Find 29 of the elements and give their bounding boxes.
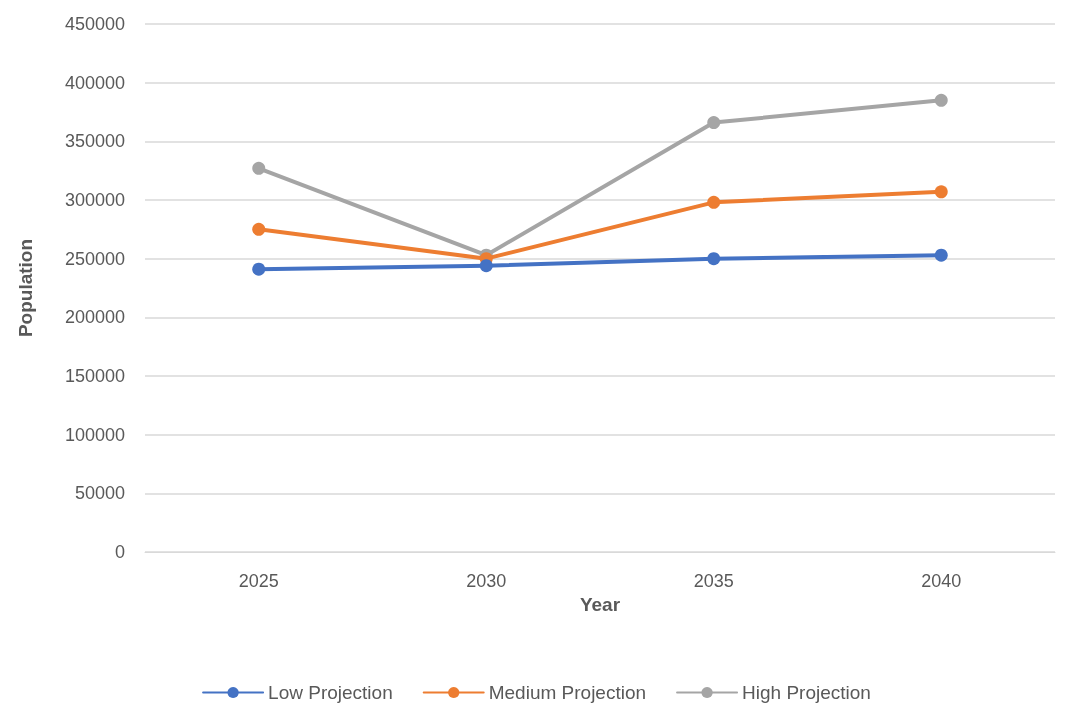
point	[252, 161, 266, 175]
point	[707, 116, 721, 130]
y-tick-label: 400000	[64, 72, 125, 93]
y-axis-title: Population	[15, 238, 36, 338]
y-tick-label: 300000	[64, 190, 125, 210]
point	[934, 248, 948, 262]
legend-label: High Projection	[742, 682, 871, 703]
point	[252, 262, 266, 276]
x-axis-title: Year	[579, 593, 621, 615]
y-tick-label: 200000	[64, 307, 125, 328]
y-tick-label: 100000	[64, 424, 125, 445]
y-tick-label: 150000	[64, 366, 125, 386]
x-tick-label: 2040	[921, 571, 962, 591]
point	[707, 252, 721, 266]
point	[707, 195, 721, 209]
legend-label: Low Projection	[268, 682, 393, 703]
legend-label: Medium Projection	[488, 682, 647, 703]
point	[934, 93, 948, 107]
y-tick-label: 450000	[64, 14, 125, 34]
point	[252, 222, 266, 236]
y-tick-label: 250000	[64, 248, 125, 269]
x-tick-label: 2025	[238, 571, 279, 591]
y-tick-label: 350000	[64, 131, 125, 152]
point	[934, 185, 948, 199]
x-tick-label: 2035	[693, 571, 734, 591]
y-tick-label: 0	[114, 542, 125, 562]
point	[479, 259, 493, 273]
y-tick-label: 50000	[74, 483, 125, 504]
x-tick-label: 2030	[466, 571, 507, 591]
